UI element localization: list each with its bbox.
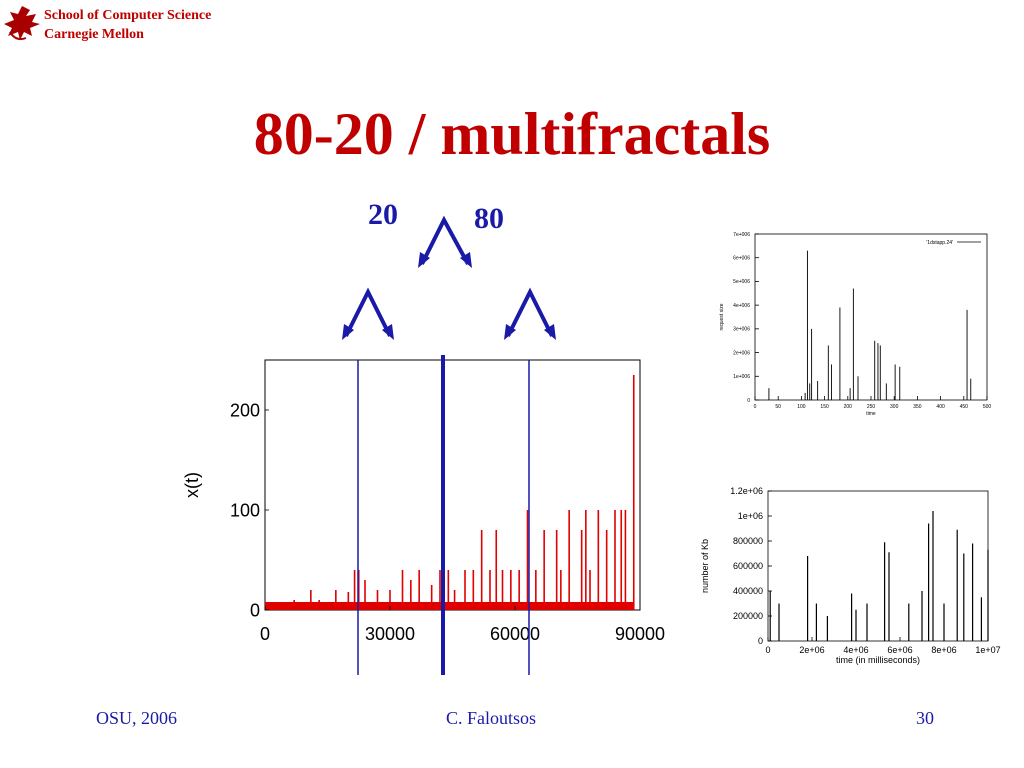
chart2-axes: 0 50 100 150 200 250 300 350 400 450 500 0 1e+006 2e+… xyxy=(719,232,991,417)
main-plot-frame xyxy=(264,359,641,611)
chart1-xtick-label-0: 0 xyxy=(260,624,270,644)
main-axes: 0 30000 60000 90000 0 100 200 x(t) xyxy=(182,400,665,644)
arrowhead-top-right xyxy=(460,252,472,268)
main-bars xyxy=(265,375,635,610)
chart3-spikes xyxy=(769,511,989,641)
chart2-xtick-label-8: 400 xyxy=(936,404,945,410)
footer-page-number: 30 xyxy=(916,708,934,728)
chart3-ytick-label-0: 0 xyxy=(758,636,763,646)
chart3-xtick-label-3: 6e+06 xyxy=(887,645,912,655)
chart3-xtick-label-5: 1e+07 xyxy=(975,645,1000,655)
chart1-ytick-label-1: 100 xyxy=(230,500,260,520)
chart3-ytick-label-1: 200000 xyxy=(733,611,763,621)
top-split-arrow xyxy=(420,215,470,265)
chart2-ytick-label-2: 2e+006 xyxy=(733,350,750,356)
arrowhead-left-right xyxy=(382,324,394,340)
chart1-ytick-label-2: 200 xyxy=(230,400,260,420)
chart1-ytick-label-0: 0 xyxy=(250,600,260,620)
chart2-xtick-label-9: 450 xyxy=(960,404,969,410)
chart3-ytick-label-3: 600000 xyxy=(733,561,763,571)
chart1-baseline xyxy=(265,602,634,610)
chart2-xtick-label-1: 50 xyxy=(775,404,781,410)
chart2-xtick-label-10: 500 xyxy=(983,404,992,410)
chart1-xtick-label-3: 90000 xyxy=(615,624,665,644)
slide-title: 80-20 / multifractals xyxy=(253,101,771,167)
chart2-xtick-label-5: 250 xyxy=(867,404,876,410)
chart3-xtick-label-1: 2e+06 xyxy=(799,645,824,655)
label-80: 80 xyxy=(474,202,504,235)
chart3-axes: 0 2e+06 4e+06 6e+06 8e+06 1e+07 0 200000 400000 6… xyxy=(700,486,1001,665)
chart2-xtick-label-0: 0 xyxy=(754,404,757,410)
chart3-xtick-label-4: 8e+06 xyxy=(931,645,956,655)
chart2-xtick-label-2: 100 xyxy=(797,404,806,410)
arrowhead-top-left xyxy=(418,252,430,268)
chart2-xlabel: time xyxy=(866,411,876,417)
arrowhead-left-left xyxy=(342,324,354,340)
chart2-xtick-label-6: 300 xyxy=(890,404,899,410)
footer-venue: OSU, 2006 xyxy=(96,708,178,728)
school-line-2: Carnegie Mellon xyxy=(44,27,144,42)
chart3-xlabel: time (in milliseconds) xyxy=(836,655,920,665)
arrowhead-right-left xyxy=(504,324,516,340)
main-spike-chart: 0 30000 60000 90000 0 100 200 x(t) xyxy=(182,355,665,675)
chart2-spikes xyxy=(768,250,972,400)
chart3-xtick-label-2: 4e+06 xyxy=(843,645,868,655)
chart2-ytick-label-3: 3e+006 xyxy=(733,327,750,333)
kb-chart: 0 2e+06 4e+06 6e+06 8e+06 1e+07 0 200000 400000 6… xyxy=(700,486,1001,665)
chart3-ytick-label-5: 1e+06 xyxy=(738,511,763,521)
chart3-plot-frame xyxy=(767,490,989,642)
chart1-xtick-label-2: 60000 xyxy=(490,624,540,644)
chart3-ytick-label-2: 400000 xyxy=(733,586,763,596)
chart1-ylabel: x(t) xyxy=(182,472,202,498)
chart2-ytick-label-4: 4e+006 xyxy=(733,303,750,309)
chart3-xtick-label-0: 0 xyxy=(765,645,770,655)
cmu-dragon-logo xyxy=(4,6,40,41)
footer-author: C. Faloutsos xyxy=(446,708,537,728)
chart1-xtick-label-1: 30000 xyxy=(365,624,415,644)
chart2-legend-label: '1dstapp.24' xyxy=(926,240,953,246)
chart2-plot-frame xyxy=(754,233,988,401)
chart2-xtick-label-7: 350 xyxy=(913,404,922,410)
chart2-ytick-label-0: 0 xyxy=(747,398,750,404)
school-name: School of Computer Science Carnegie Mell… xyxy=(44,6,211,44)
arrowhead-right-right xyxy=(544,324,556,340)
chart2-ytick-label-5: 5e+006 xyxy=(733,279,750,285)
chart2-ytick-label-6: 6e+006 xyxy=(733,255,750,261)
chart2-xtick-label-4: 200 xyxy=(844,404,853,410)
chart2-ylabel: request size xyxy=(719,303,725,330)
school-line-1: School of Computer Science xyxy=(44,8,212,23)
request-size-chart: 0 50 100 150 200 250 300 350 400 450 500 0 1e+006 2e+… xyxy=(719,232,991,417)
right-split-arrow xyxy=(506,287,554,337)
chart2-xtick-label-3: 150 xyxy=(820,404,829,410)
chart2-ytick-label-1: 1e+006 xyxy=(733,374,750,380)
chart3-ylabel: number of Kb xyxy=(700,539,710,593)
chart2-ytick-label-7: 7e+006 xyxy=(733,232,750,238)
chart3-ytick-label-4: 800000 xyxy=(733,536,763,546)
chart3-ytick-label-6: 1.2e+06 xyxy=(730,486,763,496)
label-20: 20 xyxy=(368,198,398,231)
left-split-arrow xyxy=(344,287,392,337)
